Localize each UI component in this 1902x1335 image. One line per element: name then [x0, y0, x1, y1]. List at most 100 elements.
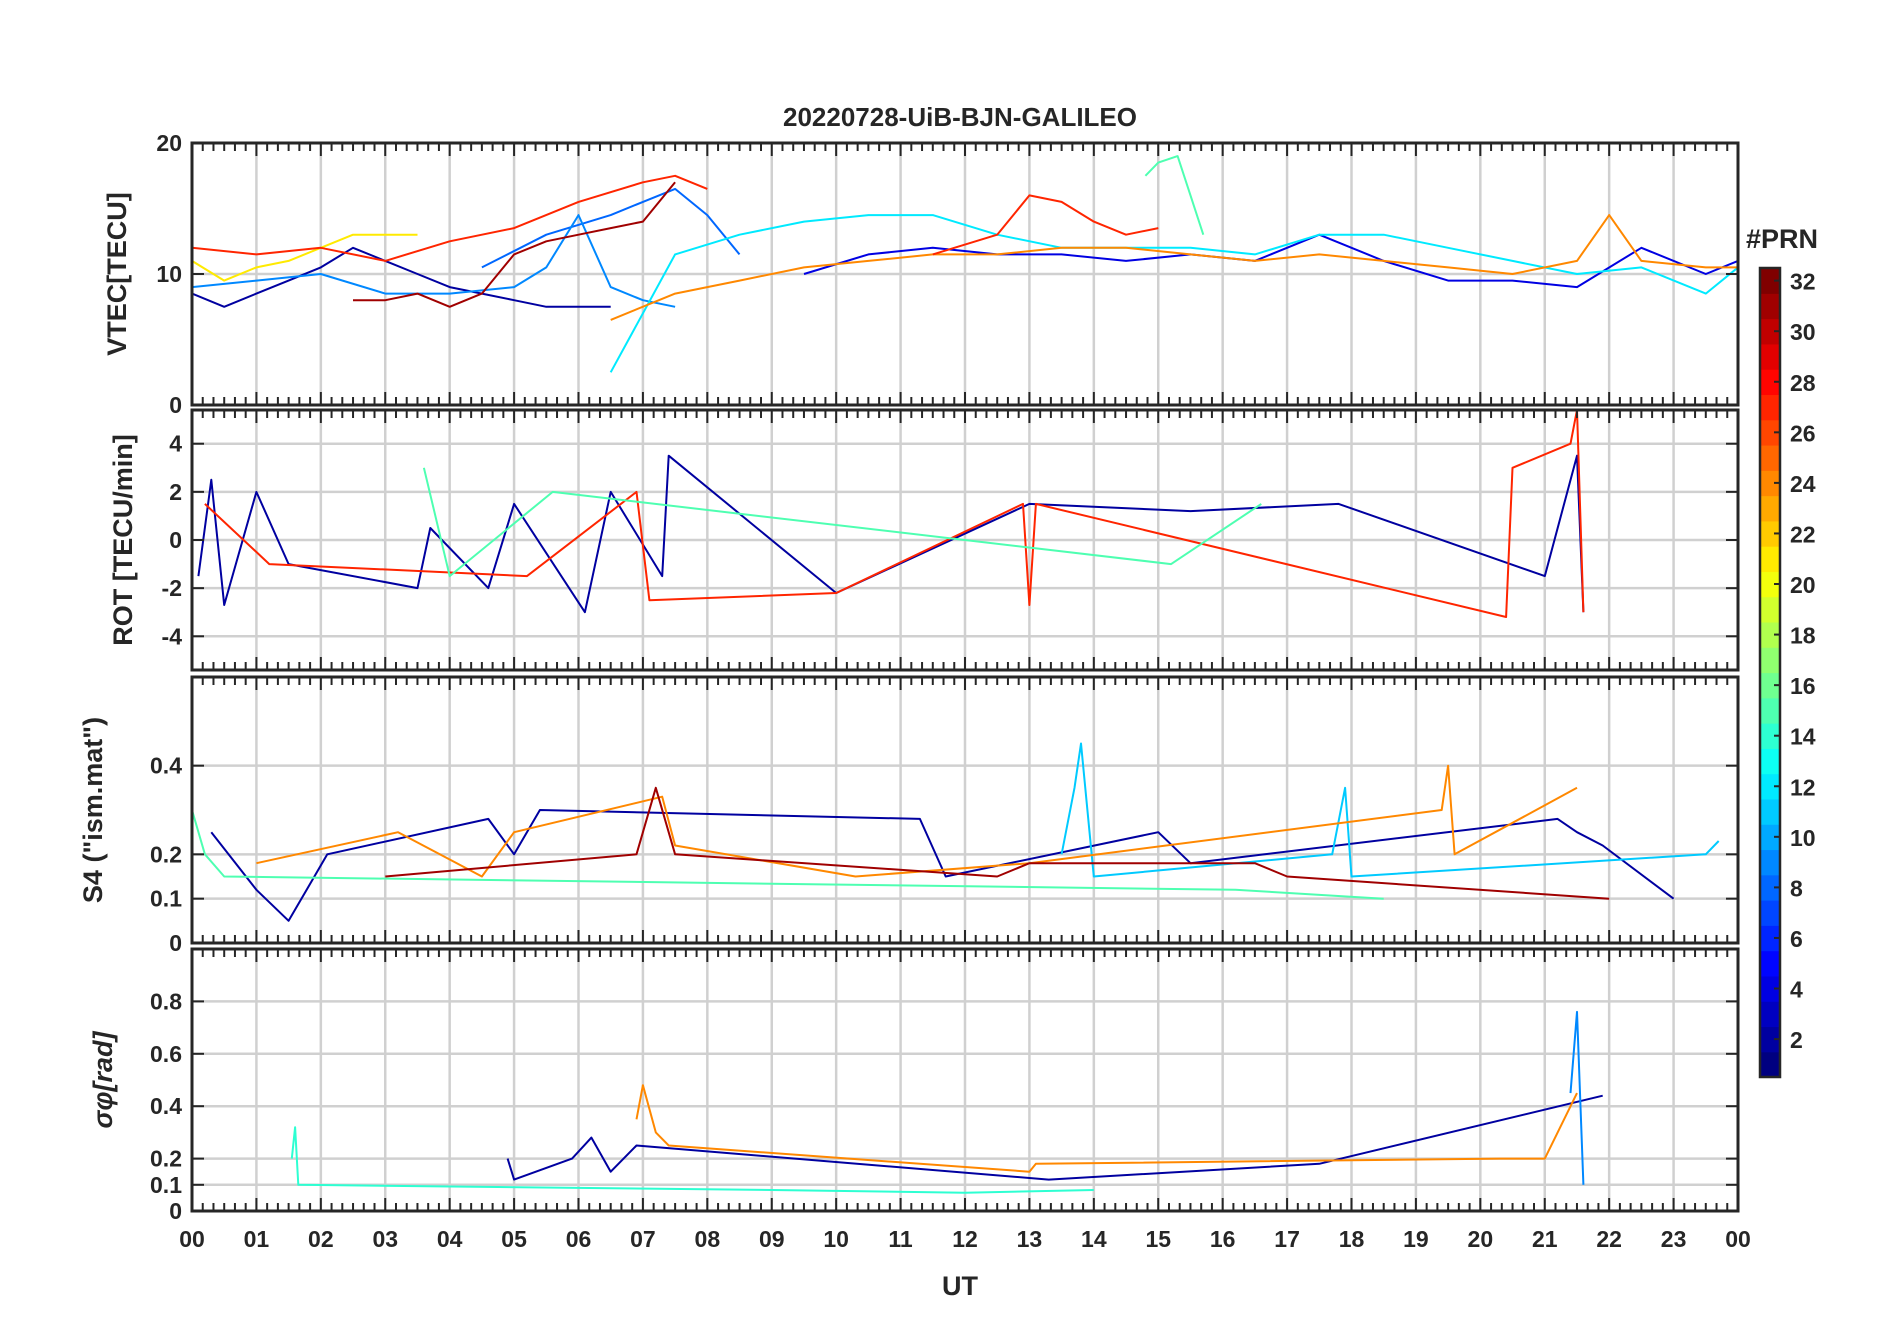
series-line-prn-27	[192, 174, 708, 262]
panel-vtec: 0 10 20 VTEC[TECU]	[102, 130, 1740, 418]
x-tick-label: 06	[566, 1226, 592, 1252]
colorbar-segment	[1760, 293, 1780, 320]
colorbar-tick-label: 28	[1790, 370, 1816, 396]
colorbar-tick-label: 20	[1790, 572, 1816, 598]
colorbar-segment	[1760, 900, 1780, 926]
x-tick-label: 02	[308, 1226, 334, 1252]
colorbar-tick-label: 16	[1790, 673, 1816, 699]
series-line-prn-8	[481, 187, 741, 269]
colorbar-tick-label: 14	[1790, 724, 1816, 750]
series-line-prn-9	[1569, 1010, 1585, 1185]
colorbar-segment	[1760, 1001, 1780, 1028]
x-tick-label: 10	[823, 1226, 849, 1252]
y-tick-label: 20	[156, 130, 182, 156]
x-tick-label: 12	[952, 1226, 978, 1252]
colorbar-tick-label: 12	[1790, 774, 1816, 800]
x-tick-label: 04	[437, 1226, 463, 1252]
series-line-prn-2	[197, 454, 1585, 614]
x-tick-label: 08	[695, 1226, 721, 1252]
colorbar-tick-label: 2	[1790, 1027, 1803, 1053]
y-axis-title-sigma_phi: σφ[rad]	[88, 1031, 118, 1129]
y-tick-label: 0	[169, 1198, 182, 1224]
x-tick-label: 00	[179, 1226, 205, 1252]
colorbar-segment	[1760, 369, 1780, 396]
colorbar-tick-label: 22	[1790, 521, 1816, 547]
x-tick-label: 07	[630, 1226, 656, 1252]
y-tick-label: 0.1	[150, 1172, 182, 1198]
colorbar-segment	[1760, 444, 1780, 471]
colorbar-segment	[1760, 343, 1780, 370]
x-tick-label: 13	[1017, 1226, 1043, 1252]
panel-s4: 0 0.1 0.2 0.4 S4 ("ism.mat")	[78, 675, 1740, 956]
series-line-prn-21	[192, 233, 418, 282]
series-line-prn-27b	[932, 194, 1159, 256]
colorbar-segment	[1760, 1051, 1780, 1078]
colorbar-segment	[1760, 874, 1780, 901]
y-tick-label: 0	[169, 527, 182, 553]
x-tick-label: 00	[1725, 1226, 1751, 1252]
x-tick-label: 14	[1081, 1226, 1107, 1252]
y-tick-label: 0.6	[150, 1041, 182, 1067]
series-line-prn-27	[204, 410, 1585, 618]
x-tick-label: 23	[1661, 1226, 1687, 1252]
colorbar-tick-label: 30	[1790, 319, 1816, 345]
panel-sigma_phi: 00.10.2 0.4 0.6 0.8 σφ[rad]	[88, 947, 1740, 1224]
y-tick-label: 0	[169, 930, 182, 956]
y-tick-label: 0.2	[150, 1146, 182, 1172]
colorbar-segment	[1760, 495, 1780, 522]
x-tick-label: 20	[1468, 1226, 1494, 1252]
panel-rot: -4 -2 0 2 4 ROT [TECU/min]	[108, 408, 1740, 672]
x-tick-labels: 00 01 02 03 04 05 06 07 08 09 10 11 12 13 14 15 16 17 18 19…	[179, 1226, 1751, 1252]
x-tick-label: 18	[1339, 1226, 1365, 1252]
y-tick-label: 2	[169, 479, 182, 505]
colorbar-segment	[1760, 824, 1780, 851]
series-group	[192, 155, 1738, 373]
colorbar-segment	[1760, 621, 1780, 648]
series-line-prn-4	[803, 233, 1738, 289]
series-line-prn-2	[506, 1094, 1603, 1181]
x-tick-label: 09	[759, 1226, 785, 1252]
x-tick-label: 16	[1210, 1226, 1236, 1252]
series-group	[192, 742, 1720, 922]
colorbar-segment	[1760, 318, 1780, 345]
x-tick-label: 03	[372, 1226, 398, 1252]
y-axis-title-s4: S4 ("ism.mat")	[78, 717, 108, 903]
colorbar-title: #PRN	[1746, 224, 1818, 254]
colorbar-segment	[1760, 268, 1780, 294]
x-axis-title: UT	[942, 1271, 978, 1301]
colorbar-segment	[1760, 723, 1780, 749]
series-line-prn-2	[192, 246, 611, 308]
colorbar-segment	[1760, 697, 1780, 724]
series-line-prn-15	[192, 809, 1384, 900]
x-tick-label: 19	[1403, 1226, 1429, 1252]
series-line-prn-31	[353, 181, 676, 308]
y-tick-label: 0.1	[150, 886, 182, 912]
y-axis-title-vtec: VTEC[TECU]	[102, 192, 132, 356]
series-line-prn-24	[256, 764, 1578, 878]
colorbar-tick-label: 24	[1790, 471, 1816, 497]
colorbar-segment	[1760, 672, 1780, 699]
colorbar-tick-label: 8	[1790, 875, 1803, 901]
y-axis-title-rot: ROT [TECU/min]	[108, 434, 138, 645]
colorbar-tick-label: 32	[1790, 269, 1816, 295]
colorbar-segment	[1760, 748, 1780, 775]
colorbar-tick-label: 26	[1790, 420, 1816, 446]
x-tick-label: 22	[1596, 1226, 1622, 1252]
y-tick-label: 4	[169, 431, 182, 457]
colorbar-segment	[1760, 950, 1780, 977]
colorbar-tick-label: 6	[1790, 926, 1803, 952]
y-tick-label: 0.4	[150, 1093, 182, 1119]
colorbar-segment	[1760, 773, 1780, 800]
x-tick-label: 01	[244, 1226, 270, 1252]
x-tick-label: 15	[1145, 1226, 1171, 1252]
colorbar-tick-label: 18	[1790, 623, 1816, 649]
series-line-prn-31	[385, 786, 1610, 900]
colorbar-segment	[1760, 520, 1780, 547]
colorbar-tick-label: 10	[1790, 825, 1816, 851]
x-tick-label: 05	[501, 1226, 527, 1252]
colorbar-segment	[1760, 394, 1780, 421]
series-line-prn-15	[1144, 155, 1205, 236]
